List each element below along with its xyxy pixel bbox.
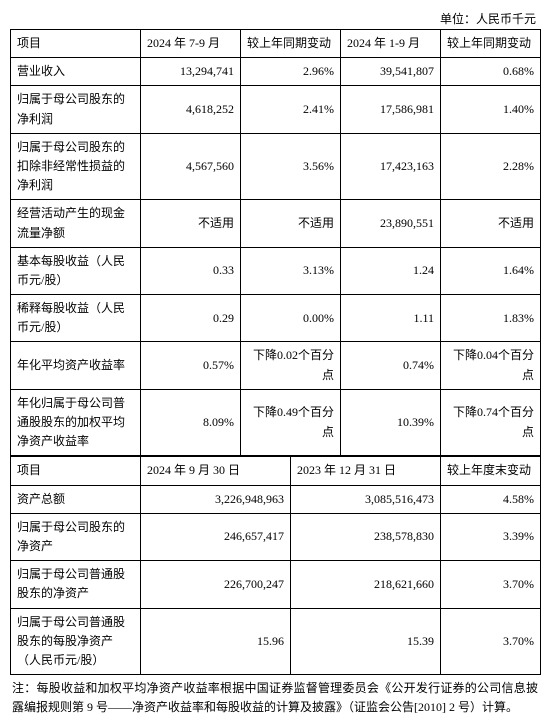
row-label: 基本每股收益（人民币元/股） <box>11 247 141 294</box>
t1-h1: 2024 年 7-9 月 <box>141 30 241 58</box>
cell-value: 1.83% <box>441 295 541 342</box>
cell-value: 3,085,516,473 <box>291 485 441 513</box>
cell-value: 不适用 <box>141 200 241 247</box>
table-row: 归属于母公司普通股股东的净资产226,700,247218,621,6603.7… <box>11 561 541 608</box>
table-row: 稀释每股收益（人民币元/股）0.290.00%1.111.83% <box>11 295 541 342</box>
cell-value: 4,618,252 <box>141 86 241 133</box>
cell-value: 下降0.74个百分点 <box>441 389 541 456</box>
cell-value: 1.24 <box>341 247 441 294</box>
cell-value: 0.29 <box>141 295 241 342</box>
cell-value: 23,890,551 <box>341 200 441 247</box>
cell-value: 3.70% <box>441 608 541 675</box>
cell-value: 不适用 <box>441 200 541 247</box>
cell-value: 3.39% <box>441 513 541 560</box>
cell-value: 0.33 <box>141 247 241 294</box>
cell-value: 0.57% <box>141 342 241 389</box>
row-label: 经营活动产生的现金流量净额 <box>11 200 141 247</box>
table-row: 归属于母公司普通股股东的每股净资产（人民币元/股）15.9615.393.70% <box>11 608 541 675</box>
t2-h0: 项目 <box>11 457 141 485</box>
row-label: 归属于母公司股东的净资产 <box>11 513 141 560</box>
table1-header-row: 项目 2024 年 7-9 月 较上年同期变动 2024 年 1-9 月 较上年… <box>11 30 541 58</box>
financial-table-2: 项目 2024 年 9 月 30 日 2023 年 12 月 31 日 较上年度… <box>10 456 541 675</box>
row-label: 年化平均资产收益率 <box>11 342 141 389</box>
row-label: 归属于母公司股东的净利润 <box>11 86 141 133</box>
cell-value: 39,541,807 <box>341 58 441 86</box>
cell-value: 226,700,247 <box>141 561 291 608</box>
row-label: 稀释每股收益（人民币元/股） <box>11 295 141 342</box>
cell-value: 3.56% <box>241 133 341 200</box>
cell-value: 13,294,741 <box>141 58 241 86</box>
cell-value: 3,226,948,963 <box>141 485 291 513</box>
t1-h3: 2024 年 1-9 月 <box>341 30 441 58</box>
table-row: 年化平均资产收益率0.57%下降0.02个百分点0.74%下降0.04个百分点 <box>11 342 541 389</box>
cell-value: 2.41% <box>241 86 341 133</box>
financial-table-1: 项目 2024 年 7-9 月 较上年同期变动 2024 年 1-9 月 较上年… <box>10 29 541 456</box>
table-row: 归属于母公司股东的净利润4,618,2522.41%17,586,9811.40… <box>11 86 541 133</box>
cell-value: 4.58% <box>441 485 541 513</box>
footnote: 注：每股收益和加权平均净资产收益率根据中国证券监督管理委员会《公开发行证券的公司… <box>10 679 540 717</box>
cell-value: 2.96% <box>241 58 341 86</box>
row-label: 年化归属于母公司普通股股东的加权平均净资产收益率 <box>11 389 141 456</box>
table-row: 归属于母公司股东的净资产246,657,417238,578,8303.39% <box>11 513 541 560</box>
table2-header-row: 项目 2024 年 9 月 30 日 2023 年 12 月 31 日 较上年度… <box>11 457 541 485</box>
cell-value: 15.39 <box>291 608 441 675</box>
unit-label: 单位：人民币千元 <box>10 10 540 27</box>
row-label: 归属于母公司股东的扣除非经常性损益的净利润 <box>11 133 141 200</box>
cell-value: 1.40% <box>441 86 541 133</box>
cell-value: 218,621,660 <box>291 561 441 608</box>
t1-h0: 项目 <box>11 30 141 58</box>
table-row: 归属于母公司股东的扣除非经常性损益的净利润4,567,5603.56%17,42… <box>11 133 541 200</box>
cell-value: 0.00% <box>241 295 341 342</box>
cell-value: 0.74% <box>341 342 441 389</box>
cell-value: 3.70% <box>441 561 541 608</box>
table-row: 营业收入13,294,7412.96%39,541,8070.68% <box>11 58 541 86</box>
cell-value: 1.11 <box>341 295 441 342</box>
cell-value: 1.64% <box>441 247 541 294</box>
cell-value: 下降0.04个百分点 <box>441 342 541 389</box>
table-row: 年化归属于母公司普通股股东的加权平均净资产收益率8.09%下降0.49个百分点1… <box>11 389 541 456</box>
cell-value: 8.09% <box>141 389 241 456</box>
row-label: 归属于母公司普通股股东的净资产 <box>11 561 141 608</box>
cell-value: 246,657,417 <box>141 513 291 560</box>
t2-h2: 2023 年 12 月 31 日 <box>291 457 441 485</box>
cell-value: 下降0.49个百分点 <box>241 389 341 456</box>
table-row: 基本每股收益（人民币元/股）0.333.13%1.241.64% <box>11 247 541 294</box>
t2-h1: 2024 年 9 月 30 日 <box>141 457 291 485</box>
cell-value: 4,567,560 <box>141 133 241 200</box>
cell-value: 3.13% <box>241 247 341 294</box>
cell-value: 238,578,830 <box>291 513 441 560</box>
cell-value: 不适用 <box>241 200 341 247</box>
cell-value: 10.39% <box>341 389 441 456</box>
table-row: 资产总额3,226,948,9633,085,516,4734.58% <box>11 485 541 513</box>
cell-value: 17,586,981 <box>341 86 441 133</box>
cell-value: 2.28% <box>441 133 541 200</box>
t2-h3: 较上年度末变动 <box>441 457 541 485</box>
cell-value: 下降0.02个百分点 <box>241 342 341 389</box>
cell-value: 15.96 <box>141 608 291 675</box>
t1-h4: 较上年同期变动 <box>441 30 541 58</box>
t1-h2: 较上年同期变动 <box>241 30 341 58</box>
row-label: 资产总额 <box>11 485 141 513</box>
row-label: 归属于母公司普通股股东的每股净资产（人民币元/股） <box>11 608 141 675</box>
cell-value: 17,423,163 <box>341 133 441 200</box>
cell-value: 0.68% <box>441 58 541 86</box>
table-row: 经营活动产生的现金流量净额不适用不适用23,890,551不适用 <box>11 200 541 247</box>
row-label: 营业收入 <box>11 58 141 86</box>
